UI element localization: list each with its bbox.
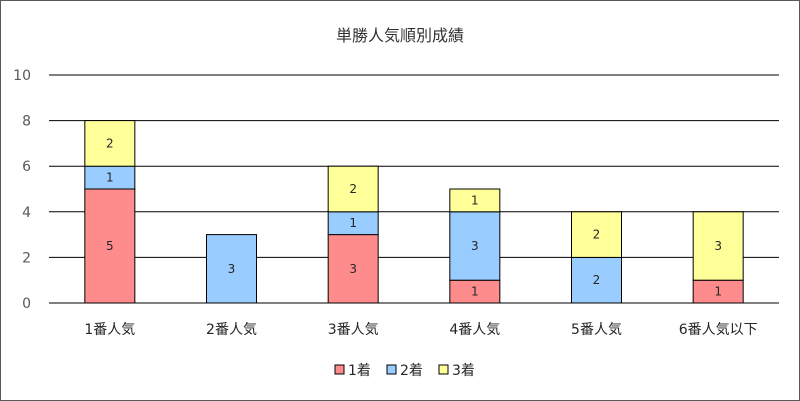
x-tick-label: 6番人気以下 xyxy=(679,322,758,338)
x-axis-ticks: 1番人気 2番人気 3番人気 4番人気 5番人気 6番人気以下 xyxy=(84,322,757,338)
x-tick-label: 3番人気 xyxy=(328,322,379,338)
bar-segment xyxy=(449,188,501,213)
bar-segment xyxy=(692,211,744,281)
data-label: 1 xyxy=(349,216,357,230)
bar-segment xyxy=(449,211,501,281)
data-label: 1 xyxy=(714,285,722,299)
legend-swatch xyxy=(334,364,345,375)
bar-segment xyxy=(84,120,136,167)
data-label: 3 xyxy=(228,262,236,276)
x-tick-label: 5番人気 xyxy=(571,322,622,338)
y-tick-label: 4 xyxy=(22,205,31,221)
bar-segment xyxy=(327,234,379,304)
y-tick-label: 10 xyxy=(13,68,31,84)
x-tick-label: 4番人気 xyxy=(449,322,500,338)
gridlines xyxy=(49,74,779,304)
y-axis-ticks: 0 2 4 6 8 10 xyxy=(13,68,31,312)
data-label: 3 xyxy=(471,239,479,253)
data-label: 1 xyxy=(106,171,114,185)
legend-swatch xyxy=(438,364,449,375)
legend-swatch xyxy=(386,364,397,375)
y-tick-label: 6 xyxy=(22,159,31,175)
chart-title: 単勝人気順別成績 xyxy=(336,26,464,45)
x-tick-label: 2番人気 xyxy=(206,322,257,338)
bar-segment xyxy=(84,188,136,304)
x-tick-label: 1番人気 xyxy=(84,322,135,338)
legend: 1着 2着 3着 xyxy=(334,363,475,379)
data-label: 3 xyxy=(714,239,722,253)
data-label: 2 xyxy=(593,273,601,287)
data-label: 2 xyxy=(349,182,357,196)
legend-label: 2着 xyxy=(400,363,423,379)
bars: 5 1 2 3 3 1 2 1 3 1 2 2 1 3 xyxy=(84,120,744,304)
legend-label: 1着 xyxy=(348,363,371,379)
data-label: 1 xyxy=(471,193,479,207)
bar-segment xyxy=(206,234,257,304)
legend-label: 3着 xyxy=(452,363,475,379)
bar-segment xyxy=(571,211,622,258)
data-label: 3 xyxy=(349,262,357,276)
data-label: 2 xyxy=(593,228,601,242)
data-label: 5 xyxy=(106,239,114,253)
y-tick-label: 8 xyxy=(22,114,31,130)
y-tick-label: 0 xyxy=(22,296,31,312)
bar-segment xyxy=(571,256,622,304)
data-label: 1 xyxy=(471,285,479,299)
data-label: 2 xyxy=(106,136,114,150)
bar-segment xyxy=(327,165,379,213)
y-tick-label: 2 xyxy=(22,250,31,266)
